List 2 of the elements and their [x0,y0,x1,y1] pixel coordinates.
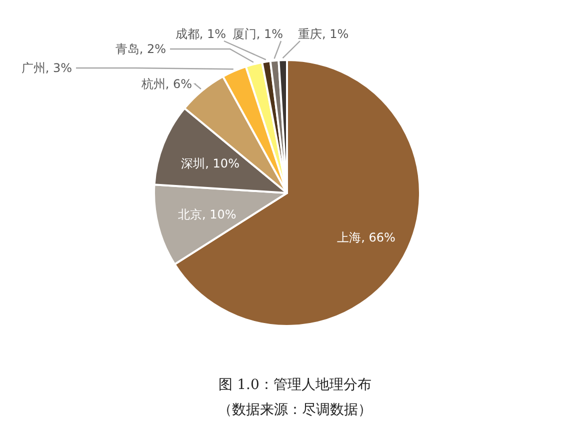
text: （数据来源：尽调数据） [218,402,372,418]
text: 图 1.0：管理人地理分布 [218,377,372,393]
